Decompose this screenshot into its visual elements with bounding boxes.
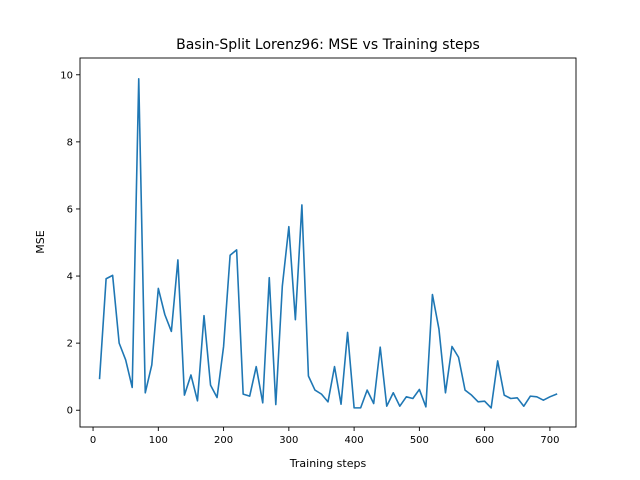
x-tick-label: 100 xyxy=(149,435,168,446)
y-tick-label: 6 xyxy=(67,204,73,215)
plot-area: 0 100 200 300 400 500 600 700 0 2 4 6 8 10 xyxy=(60,57,577,446)
y-axis-label: MSE xyxy=(34,230,47,253)
x-axis-label: Training steps xyxy=(289,457,367,470)
series-line-0 xyxy=(98,78,558,409)
y-tick-label: 2 xyxy=(67,339,73,350)
x-tick-label: 400 xyxy=(345,435,364,446)
x-tick-label: 700 xyxy=(540,435,559,446)
x-tick-label: 300 xyxy=(279,435,298,446)
y-tick-label: 4 xyxy=(67,272,73,283)
axes-frame xyxy=(79,57,577,428)
x-tick-label: 0 xyxy=(90,435,96,446)
y-tick-label: 8 xyxy=(67,137,73,148)
y-tick-label: 0 xyxy=(67,406,73,417)
x-tick-label: 200 xyxy=(214,435,233,446)
x-tick-label: 500 xyxy=(410,435,429,446)
y-tick-label: 10 xyxy=(60,70,73,81)
chart-title: Basin-Split Lorenz96: MSE vs Training st… xyxy=(176,37,480,53)
x-tick-label: 600 xyxy=(475,435,494,446)
